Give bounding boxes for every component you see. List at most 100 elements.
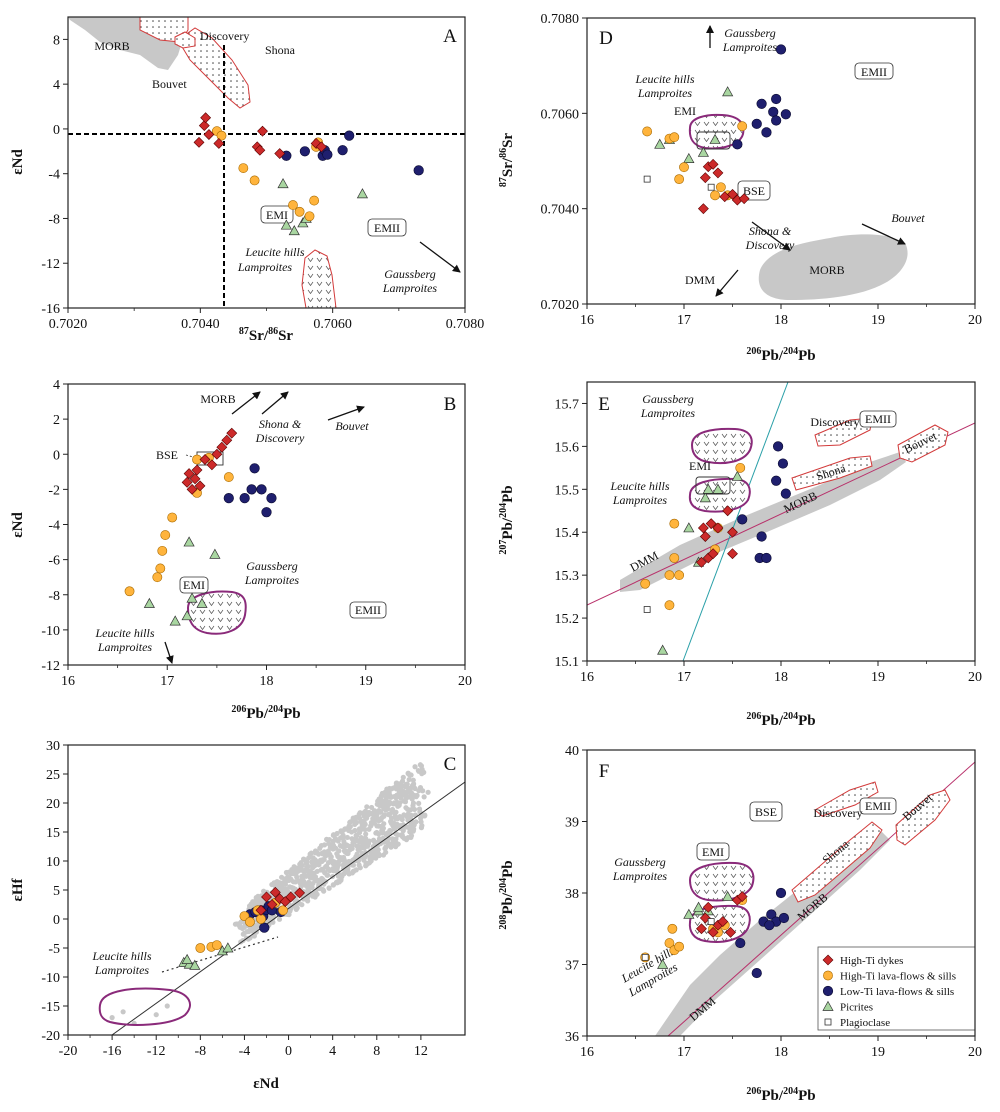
legend-label: Plagioclase — [840, 1017, 890, 1029]
lava-point — [124, 586, 135, 597]
label-emi-f: EMI — [702, 845, 724, 859]
pic-point — [697, 146, 709, 157]
lowti-point — [764, 920, 775, 931]
lowti-point — [771, 475, 782, 486]
lowti-point — [775, 887, 787, 899]
lava-point — [679, 162, 689, 173]
y-tick-label: 40 — [565, 744, 579, 759]
y-tick-label: 30 — [46, 739, 60, 754]
lowti-point — [337, 145, 348, 156]
y-tick-label: 15.3 — [555, 569, 580, 584]
dyke-point — [285, 891, 297, 903]
y-tick-label: 15.4 — [555, 526, 580, 541]
y-tick-label: -20 — [41, 1029, 60, 1044]
dyke-point — [707, 548, 719, 560]
gaussberg-field-f — [688, 861, 755, 902]
y-tick-label: 39 — [565, 816, 579, 831]
label-gaussberg-e-2: Lamproites — [640, 406, 696, 420]
y-tick-label: 0 — [53, 448, 60, 463]
shona-field-e — [791, 455, 873, 491]
leucite-field-e — [688, 477, 751, 513]
label-gaussberg-e-1: Gaussberg — [642, 392, 694, 406]
lowti-point — [259, 922, 270, 933]
x-tick-label: -16 — [103, 1044, 122, 1059]
label-leucite-c-2: Lamproites — [94, 963, 150, 977]
panel-a-fields — [68, 17, 337, 308]
x-tick-label: 19 — [871, 670, 885, 685]
dyke-point — [274, 148, 286, 159]
dyke-point — [705, 518, 717, 530]
lowti-point — [239, 493, 250, 504]
legend-marker — [824, 1018, 832, 1026]
emi-box-e — [695, 476, 731, 495]
label-morb-d: MORB — [809, 263, 844, 277]
dyke-point — [183, 468, 195, 479]
label-bse-f: BSE — [755, 805, 777, 819]
lava-point — [309, 195, 320, 206]
label-leucite-b-2: Lamproites — [97, 640, 153, 654]
pic-point — [683, 152, 695, 163]
shona-field — [177, 27, 251, 109]
panel-e-points — [640, 441, 791, 655]
lava-point — [157, 545, 168, 556]
lowti-point — [777, 458, 789, 469]
pic-point — [709, 133, 721, 144]
lava-point — [278, 905, 288, 916]
dyke-point — [181, 476, 193, 488]
legend-marker — [823, 970, 833, 981]
label-emi-b: EMI — [183, 578, 205, 592]
y-tick-label: 4 — [53, 78, 60, 93]
bouvet-field-e — [897, 424, 949, 463]
y-tick-label: 15.7 — [555, 397, 580, 412]
pic-point — [288, 225, 300, 236]
dyke-point — [727, 188, 738, 200]
dyke-point — [707, 926, 719, 938]
pic-point — [183, 536, 195, 547]
pic-point — [189, 959, 201, 970]
dyke-point — [699, 531, 711, 542]
label-leucite-e-2: Lamproites — [612, 493, 668, 507]
dyke-point — [255, 904, 267, 916]
legend: High-Ti dykes High-Ti lava-flows & sills L… — [817, 946, 976, 1031]
lava-point — [664, 938, 675, 948]
label-leucite-c-1: Leucite hills — [92, 949, 152, 963]
y-tick-label: -4 — [48, 519, 60, 534]
morb-field-d — [758, 234, 908, 300]
lava-point — [737, 121, 748, 132]
x-tick-label: 20 — [458, 674, 472, 689]
panel-a-points — [193, 112, 424, 236]
geochron-line-e — [682, 382, 789, 661]
label-shona-d-2: Discovery — [745, 238, 795, 252]
lowti-point — [413, 165, 424, 176]
discovery-field-e — [814, 417, 873, 447]
label-gaussberg-b-2: Lamproites — [244, 573, 300, 587]
lava-point — [288, 200, 298, 210]
legend-label: Low-Ti lava-flows & sills — [840, 986, 954, 998]
x-tick-label: 16 — [580, 670, 594, 685]
label-gaussberg-d-2: Lamproites — [722, 40, 778, 54]
dyke-point — [186, 483, 198, 495]
y-tick-label: 0.7060 — [541, 107, 580, 122]
x-tick-label: 19 — [359, 674, 373, 689]
panel-b-xlabel: 206Pb/204Pb — [231, 704, 300, 722]
lowti-point — [766, 909, 777, 920]
x-tick-label: 20 — [968, 670, 982, 685]
legend-label: High-Ti dykes — [840, 955, 903, 967]
lava-point — [667, 923, 678, 934]
lava-point — [304, 211, 315, 222]
label-shona-b-1: Shona & — [259, 417, 302, 431]
pic-point — [683, 908, 695, 919]
label-bse-d: BSE — [743, 184, 765, 198]
panel-e-ticks: 16 17 18 19 20 15.7 15.6 15.5 15.4 15.3 15.2 15.1 — [555, 397, 983, 685]
pic-point — [356, 188, 369, 199]
label-leucite-b-1: Leucite hills — [95, 626, 155, 640]
y-tick-label: -5 — [48, 942, 60, 957]
dyke-point — [722, 505, 734, 517]
x-tick-label: -4 — [239, 1044, 251, 1059]
lava-point — [195, 943, 206, 953]
panel-f: BSE EMII Discovery Bouvet Shona MORB DMM… — [498, 744, 982, 1104]
lowti-point — [246, 484, 257, 495]
dyke-point — [697, 522, 709, 534]
x-tick-label: 0.7020 — [49, 317, 88, 332]
y-tick-label: 15.2 — [555, 612, 580, 627]
